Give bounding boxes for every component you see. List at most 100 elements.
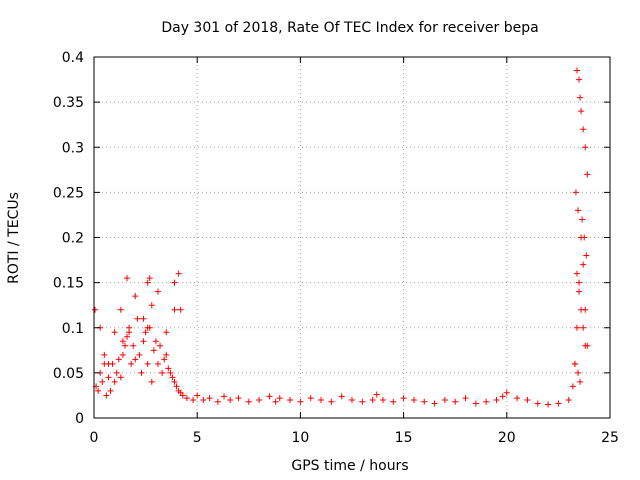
data-point: [572, 189, 579, 196]
data-point: [582, 144, 589, 151]
data-point: [462, 395, 469, 402]
x-axis-label: GPS time / hours: [291, 458, 408, 474]
data-point: [524, 396, 531, 403]
data-point: [148, 378, 155, 385]
data-point: [142, 329, 149, 336]
data-point: [580, 126, 587, 133]
y-tick-label: 0: [75, 411, 84, 427]
data-point: [134, 315, 141, 322]
y-tick-label: 0.25: [53, 185, 84, 201]
y-tick-label: 0.3: [62, 140, 84, 156]
data-point: [576, 76, 583, 83]
y-tick-label: 0.1: [62, 321, 84, 337]
data-point: [167, 369, 174, 376]
x-tick-label: 20: [498, 430, 516, 446]
data-point: [245, 398, 252, 405]
data-point: [555, 400, 562, 407]
data-point: [379, 396, 386, 403]
data-point: [173, 383, 180, 390]
y-tick-label: 0.05: [53, 366, 84, 382]
plot-frame: [93, 56, 611, 419]
data-point: [171, 279, 178, 286]
data-point: [138, 369, 145, 376]
data-point: [113, 369, 120, 376]
data-point: [584, 171, 591, 178]
data-point: [154, 360, 161, 367]
y-tick-label: 0.4: [62, 50, 84, 66]
data-point: [578, 108, 585, 115]
data-point: [119, 351, 126, 358]
data-point: [111, 329, 118, 336]
data-point: [140, 315, 147, 322]
grid-lines: [94, 57, 610, 418]
data-point: [126, 329, 133, 336]
data-point: [103, 392, 110, 399]
data-point: [578, 306, 585, 313]
data-point: [328, 398, 335, 405]
data-point: [483, 398, 490, 405]
data-point: [307, 395, 314, 402]
data-point: [165, 365, 172, 372]
data-point: [150, 347, 157, 354]
y-tick-label: 0.2: [62, 231, 84, 247]
data-point: [545, 401, 552, 408]
data-point: [206, 395, 213, 402]
data-point: [101, 360, 108, 367]
data-point: [144, 324, 151, 331]
data-point: [200, 396, 207, 403]
data-point: [569, 383, 576, 390]
y-tick-label: 0.15: [53, 276, 84, 292]
data-point: [117, 374, 124, 381]
data-point: [221, 393, 228, 400]
data-point: [452, 398, 459, 405]
data-point: [105, 374, 112, 381]
data-point: [214, 398, 221, 405]
data-point: [297, 398, 304, 405]
data-point: [169, 374, 176, 381]
data-point: [576, 279, 583, 286]
data-point: [499, 393, 506, 400]
data-point: [359, 398, 366, 405]
data-point: [121, 342, 128, 349]
x-tick-label: 0: [90, 430, 99, 446]
data-point: [493, 396, 500, 403]
data-point: [581, 234, 588, 241]
axis-ticks: [93, 56, 611, 419]
data-point: [161, 356, 168, 363]
data-point: [95, 387, 102, 394]
x-tick-label: 25: [601, 430, 619, 446]
data-point: [338, 393, 345, 400]
data-point: [124, 275, 131, 282]
data-point: [146, 275, 153, 282]
data-point: [157, 342, 164, 349]
data-point: [152, 338, 159, 345]
data-point: [503, 389, 510, 396]
data-point: [266, 393, 273, 400]
data-point: [573, 324, 580, 331]
data-points: [92, 67, 591, 408]
data-point: [128, 360, 135, 367]
x-tick-label: 15: [395, 430, 413, 446]
data-point: [144, 279, 151, 286]
data-point: [130, 342, 137, 349]
x-tick-labels: 0 5 10 15 20 25: [90, 430, 619, 446]
data-point: [144, 360, 151, 367]
data-point: [132, 356, 139, 363]
data-point: [421, 398, 428, 405]
data-point: [410, 396, 417, 403]
data-point: [318, 396, 325, 403]
data-point: [580, 324, 587, 331]
data-point: [583, 252, 590, 259]
data-point: [565, 396, 572, 403]
data-point: [163, 351, 170, 358]
data-point: [582, 342, 589, 349]
y-tick-label: 0.35: [53, 95, 84, 111]
data-point: [119, 338, 126, 345]
data-point: [573, 270, 580, 277]
data-point: [472, 400, 479, 407]
data-point: [111, 378, 118, 385]
data-point: [183, 395, 190, 402]
data-point: [369, 396, 376, 403]
data-point: [124, 333, 131, 340]
